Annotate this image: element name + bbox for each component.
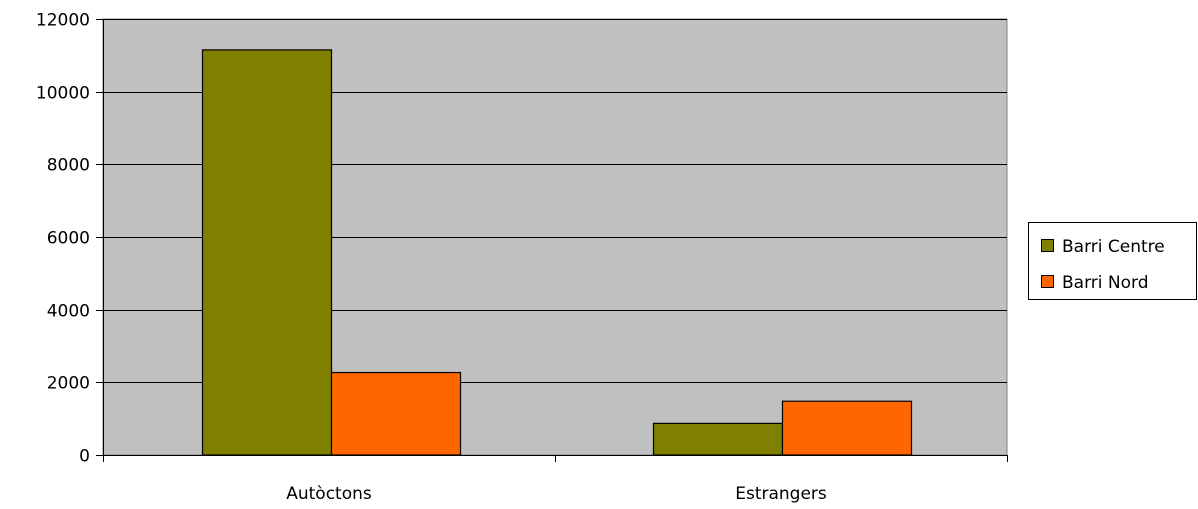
- y-tick-label: 4000: [47, 302, 90, 322]
- x-category-label: Estrangers: [735, 484, 827, 504]
- y-tick-label: 8000: [47, 156, 90, 176]
- bar-barri-centre-estrangers: [652, 422, 784, 456]
- legend-swatch: [1041, 275, 1054, 288]
- axes: 0 2000 4000 6000 8000 10000 12000 Autòctons Estr…: [36, 11, 1008, 504]
- y-tick-label: 2000: [47, 374, 90, 394]
- legend: Barri Centre Barri Nord: [1028, 222, 1197, 300]
- bars: [201, 49, 913, 456]
- bar-barri-nord-estrangers: [781, 400, 913, 456]
- legend-label: Barri Centre: [1062, 237, 1165, 257]
- x-category-label: Autòctons: [286, 484, 372, 504]
- y-tick-label: 12000: [36, 11, 90, 31]
- legend-label: Barri Nord: [1062, 273, 1149, 293]
- y-tick-label: 0: [79, 447, 90, 467]
- bar-barri-nord-autoctons: [330, 371, 462, 456]
- legend-box: [1028, 222, 1197, 300]
- y-tick-label: 6000: [47, 229, 90, 249]
- y-tick-label: 10000: [36, 84, 90, 104]
- bar-barri-centre-autoctons: [201, 49, 333, 456]
- legend-swatch: [1041, 239, 1054, 252]
